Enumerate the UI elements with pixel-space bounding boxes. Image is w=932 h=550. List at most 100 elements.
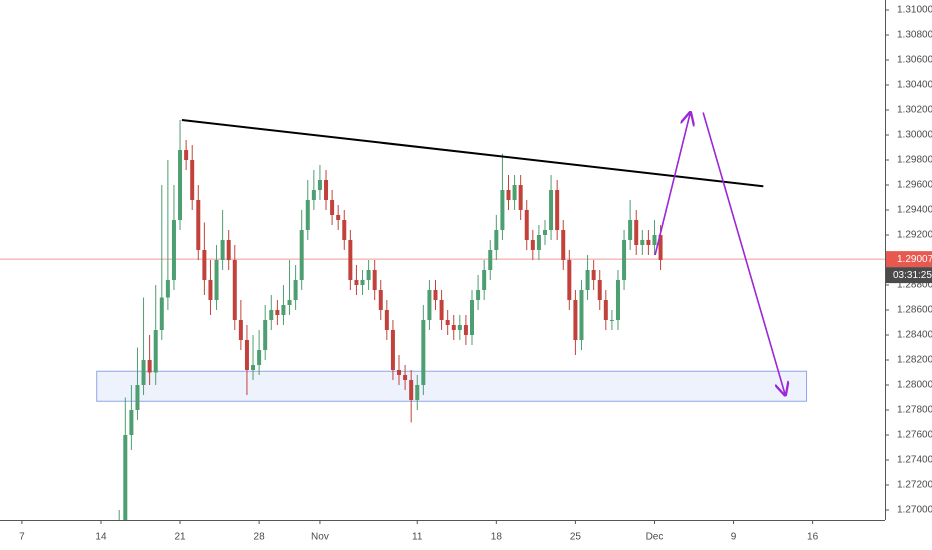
y-tick-label: 1.31000 bbox=[897, 5, 932, 16]
candle-body bbox=[141, 360, 146, 385]
candle-body bbox=[445, 320, 450, 325]
y-tick-label: 1.29400 bbox=[897, 205, 932, 216]
candle-body bbox=[561, 230, 566, 260]
candle-body bbox=[476, 290, 481, 300]
projection-arrow bbox=[702, 112, 785, 396]
candle-body bbox=[567, 260, 572, 300]
candle-body bbox=[403, 375, 408, 380]
axes: 1.27000 1.27200 1.27400 1.27600 1.27800 1.280… bbox=[19, 5, 932, 543]
x-tick-label: Dec bbox=[646, 532, 664, 543]
candle-body bbox=[269, 310, 274, 320]
x-tick-label: 28 bbox=[254, 532, 266, 543]
candle-body bbox=[634, 220, 639, 245]
x-tick-label: 9 bbox=[731, 532, 737, 543]
candle-body bbox=[622, 240, 627, 280]
y-tick-label: 1.30000 bbox=[897, 130, 932, 141]
candle-body bbox=[147, 360, 152, 373]
x-tick-label: 7 bbox=[19, 532, 25, 543]
candle-body bbox=[384, 310, 389, 330]
y-tick-label: 1.30400 bbox=[897, 80, 932, 91]
candle-body bbox=[524, 210, 529, 240]
y-tick-label: 1.29600 bbox=[897, 180, 932, 191]
candle-body bbox=[354, 280, 359, 285]
candle-body bbox=[549, 190, 554, 230]
candle-body bbox=[342, 220, 347, 240]
countdown-label: 03:31:25 bbox=[893, 270, 932, 281]
candle-body bbox=[196, 200, 201, 250]
candle-body bbox=[275, 310, 280, 315]
candle-body bbox=[378, 290, 383, 310]
candle-body bbox=[536, 235, 541, 250]
candle-body bbox=[159, 297, 164, 330]
candle-body bbox=[244, 340, 249, 370]
y-tick-label: 1.28200 bbox=[897, 355, 932, 366]
y-tick-label: 1.28800 bbox=[897, 280, 932, 291]
candle-body bbox=[573, 300, 578, 340]
x-tick-label: 14 bbox=[95, 532, 107, 543]
candle-body bbox=[129, 410, 134, 435]
candle-body bbox=[135, 385, 140, 410]
candle-body bbox=[652, 235, 657, 245]
candle-body bbox=[214, 260, 219, 300]
candle-body bbox=[263, 320, 268, 350]
candle-body bbox=[281, 305, 286, 315]
candle-body bbox=[257, 350, 262, 365]
y-tick-label: 1.28600 bbox=[897, 305, 932, 316]
y-tick-label: 1.30200 bbox=[897, 105, 932, 116]
candle-body bbox=[123, 435, 128, 520]
candle-body bbox=[330, 200, 335, 215]
candle-body bbox=[530, 240, 535, 250]
candle-body bbox=[165, 280, 170, 298]
candle-body bbox=[317, 180, 322, 190]
candle-body bbox=[512, 185, 517, 200]
candle-body bbox=[293, 280, 298, 300]
candle-body bbox=[336, 215, 341, 220]
candle-body bbox=[397, 370, 402, 375]
candle-body bbox=[518, 185, 523, 210]
projection-arrow bbox=[654, 113, 690, 256]
candle-body bbox=[220, 240, 225, 260]
trendline bbox=[181, 119, 764, 188]
candle-body bbox=[238, 320, 243, 340]
countdown-badge bbox=[886, 267, 932, 284]
candle-body bbox=[591, 270, 596, 280]
candle-body bbox=[494, 230, 499, 250]
candle-body bbox=[457, 325, 462, 330]
x-tick-label: Nov bbox=[311, 532, 329, 543]
candle-body bbox=[439, 300, 444, 320]
candle-body bbox=[153, 330, 158, 373]
candle-body bbox=[171, 220, 176, 280]
candle-body bbox=[348, 240, 353, 280]
candle-body bbox=[287, 300, 292, 305]
candle-body bbox=[360, 280, 365, 285]
candle-body bbox=[463, 325, 468, 335]
candle-body bbox=[409, 380, 414, 400]
candle-body bbox=[311, 190, 316, 200]
x-tick-label: 25 bbox=[570, 532, 582, 543]
candle-body bbox=[190, 160, 195, 200]
candle-body bbox=[427, 290, 432, 320]
candle-body bbox=[500, 190, 505, 230]
candle-body bbox=[208, 280, 213, 300]
y-tick-label: 1.28400 bbox=[897, 330, 932, 341]
support-zone bbox=[96, 370, 808, 402]
candle-body bbox=[658, 235, 663, 260]
candle-body bbox=[482, 270, 487, 290]
last-price-label: 1.29007 bbox=[897, 254, 932, 265]
candle-body bbox=[451, 325, 456, 330]
candle-body bbox=[542, 230, 547, 235]
last-price-badge bbox=[886, 251, 932, 268]
candle-body bbox=[579, 290, 584, 340]
y-tick-label: 1.27400 bbox=[897, 455, 932, 466]
x-tick-label: 21 bbox=[174, 532, 186, 543]
candle-body bbox=[178, 150, 183, 220]
candle-body bbox=[585, 270, 590, 290]
candle-body bbox=[390, 330, 395, 370]
candle-body bbox=[372, 270, 377, 290]
candle-body bbox=[609, 320, 614, 321]
candle-body bbox=[628, 220, 633, 240]
candle-body bbox=[603, 300, 608, 320]
y-tick-label: 1.30600 bbox=[897, 55, 932, 66]
